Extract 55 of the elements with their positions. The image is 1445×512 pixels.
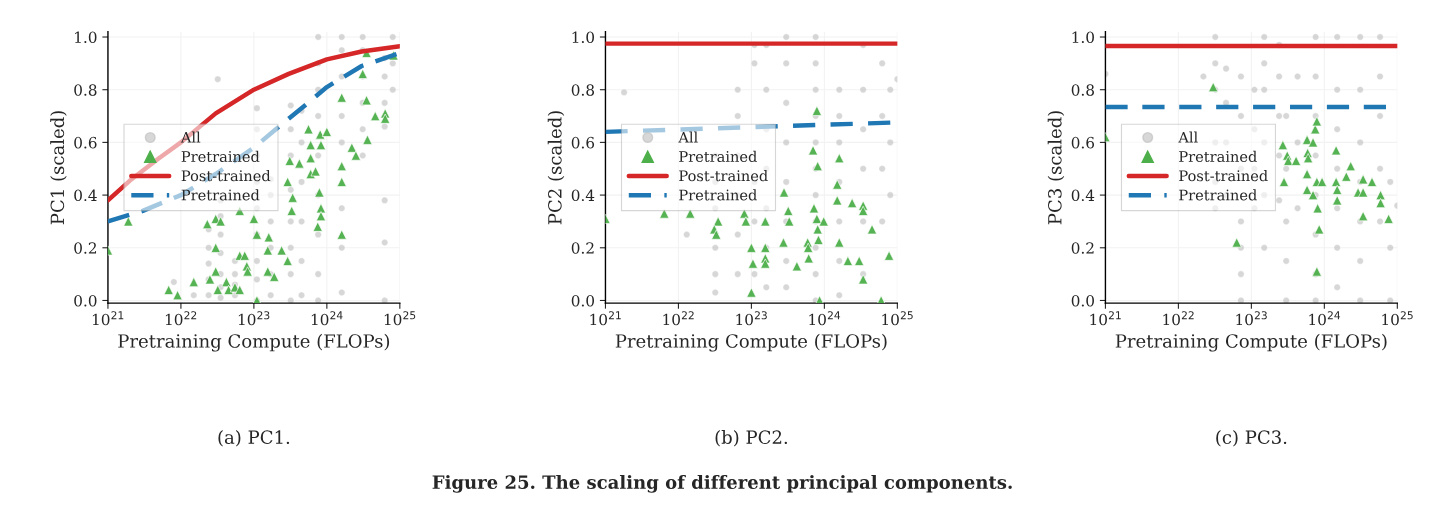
y-tick-label: 0.2 xyxy=(74,242,97,254)
x-tick-label: 10$^{25}$ xyxy=(882,311,913,326)
x-tick-label: 10$^{23}$ xyxy=(1236,311,1267,326)
y-tick-label: 1.0 xyxy=(75,31,97,44)
text: (b) PC2. xyxy=(715,430,787,447)
caption: Figure 25. The scaling of different principal components. xyxy=(432,474,1012,493)
y-tick-label: 0.6 xyxy=(74,136,97,149)
x-tick-label: 10$^{21}$ xyxy=(590,311,621,326)
y-tick-label: 0.8 xyxy=(74,84,97,96)
x-tick-label: 10$^{24}$ xyxy=(1309,311,1341,326)
legend-label: All xyxy=(1178,131,1198,143)
y-tick-label: 0.0 xyxy=(1071,294,1094,307)
x-tick-label: 10$^{25}$ xyxy=(384,311,416,326)
y-tick-label: 0.0 xyxy=(571,294,595,307)
y-tick-label: 0.2 xyxy=(571,242,594,254)
y-tick-label: 0.0 xyxy=(74,294,97,307)
x-tick-label: 10$^{24}$ xyxy=(311,311,343,326)
y-tick-label: 0.4 xyxy=(571,189,595,202)
legend-label: Post-trained xyxy=(679,169,768,182)
x-tick-label: 10$^{22}$ xyxy=(165,311,197,326)
y-tick-label: 0.8 xyxy=(1071,84,1094,96)
text: (a) PC1. xyxy=(218,430,290,447)
y-tick-label: 0.6 xyxy=(1071,136,1095,149)
legend-label: All xyxy=(678,131,698,143)
y-tick-label: 0.8 xyxy=(571,84,595,96)
y-tick-label: 0.4 xyxy=(74,189,97,202)
x-axis-title: Pretraining Compute (FLOPs) xyxy=(1115,333,1387,352)
y-tick-label: 0.4 xyxy=(1071,189,1095,202)
legend-label: Pretrained xyxy=(1179,189,1257,201)
legend-label: Post-trained xyxy=(1179,169,1268,182)
x-tick-label: 10$^{22}$ xyxy=(663,311,694,326)
x-tick-label: 10$^{24}$ xyxy=(809,311,841,326)
y-tick-label: 0.6 xyxy=(571,136,595,149)
x-axis-title: Pretraining Compute (FLOPs) xyxy=(615,333,887,352)
y-tick-label: 0.2 xyxy=(1071,242,1094,254)
legend-label: Pretrained xyxy=(679,150,757,163)
x-tick-label: 10$^{21}$ xyxy=(92,311,124,326)
x-tick-label: 10$^{23}$ xyxy=(736,311,767,326)
y-axis-title: PC3 (scaled) xyxy=(1047,111,1065,225)
legend-label: Pretrained xyxy=(679,189,757,201)
legend-label: Post-trained xyxy=(181,169,271,182)
x-tick-label: 10$^{22}$ xyxy=(1163,311,1194,326)
x-tick-label: 10$^{23}$ xyxy=(238,311,270,326)
x-tick-label: 10$^{25}$ xyxy=(1382,311,1413,326)
legend-label: Pretrained xyxy=(181,150,260,163)
y-tick-label: 1.0 xyxy=(1072,31,1094,44)
legend-label: All xyxy=(180,131,201,143)
y-axis-title: PC2 (scaled) xyxy=(547,111,565,225)
x-tick-label: 10$^{21}$ xyxy=(1090,311,1121,326)
y-tick-label: 1.0 xyxy=(572,31,595,44)
legend-label: Pretrained xyxy=(181,189,260,201)
legend-label: Pretrained xyxy=(1179,150,1257,163)
y-axis-title: PC1 (scaled) xyxy=(50,111,67,225)
x-axis-title: Pretraining Compute (FLOPs) xyxy=(118,333,390,352)
text: (c) PC3. xyxy=(1216,430,1287,447)
